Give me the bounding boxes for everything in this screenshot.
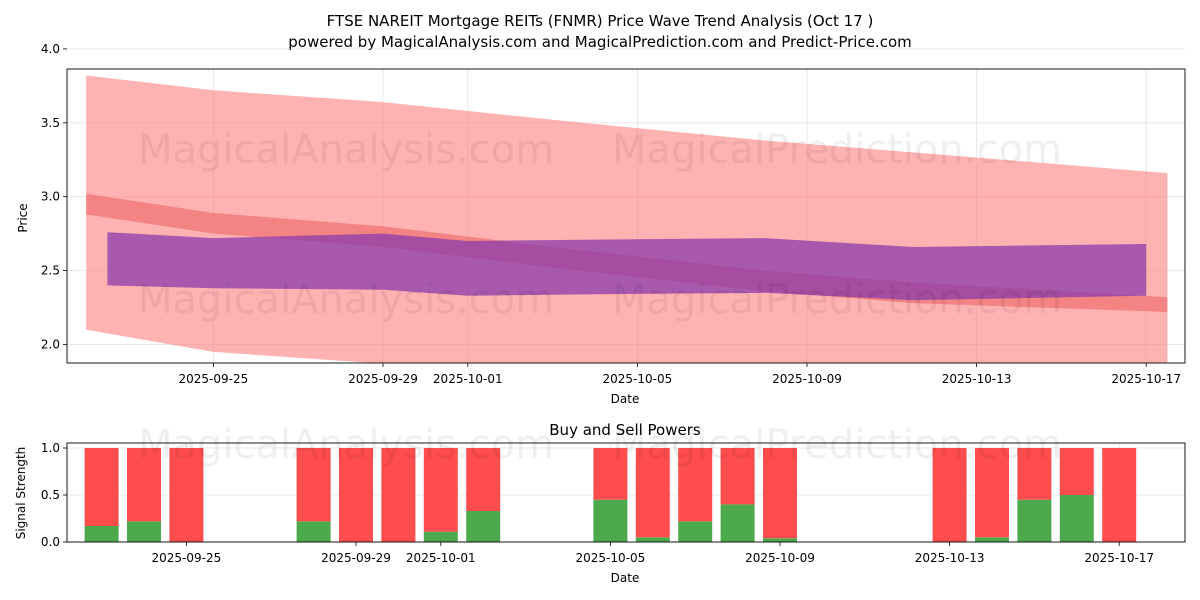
buy-bar bbox=[84, 526, 119, 542]
price-x-tick-label: 2025-10-17 bbox=[1111, 372, 1181, 386]
buy-sell-y-tick-label: 1.0 bbox=[41, 441, 60, 455]
price-x-tick-label: 2025-10-05 bbox=[603, 372, 673, 386]
buy-bar bbox=[975, 537, 1009, 542]
buy-bar bbox=[466, 510, 501, 542]
price-x-tick-label: 2025-10-01 bbox=[433, 372, 503, 386]
buy-sell-title: Buy and Sell Powers bbox=[549, 421, 701, 439]
price-y-tick-label: 2.0 bbox=[41, 338, 60, 352]
price-y-tick-label: 2.5 bbox=[41, 264, 60, 278]
price-y-tick-label: 3.5 bbox=[41, 116, 60, 130]
buy-sell-bars bbox=[84, 448, 1137, 542]
buy-bar bbox=[720, 504, 755, 542]
sell-bar bbox=[635, 448, 670, 538]
buy-sell-plot: 0.0 0.5 1.0 2025-09-25 2025-09-29 2025-10-01 2… bbox=[41, 441, 1186, 565]
price-plot: 2.02.53.03.54.04.55.05.52025-09-252025-0… bbox=[41, 42, 1186, 386]
price-x-tick-label: 2025-09-25 bbox=[179, 372, 249, 386]
buy-sell-x-axis-label: Date bbox=[611, 571, 640, 585]
sell-bar bbox=[423, 448, 458, 532]
buy-sell-plot-frame bbox=[66, 442, 1186, 543]
chart-subtitle: powered by MagicalAnalysis.com and Magic… bbox=[288, 33, 912, 51]
buy-bar bbox=[296, 521, 331, 542]
buy-bar bbox=[593, 499, 628, 542]
price-x-axis-label: Date bbox=[611, 392, 640, 406]
price-bands bbox=[86, 75, 1168, 363]
buy-sell-x-tick-label: 2025-09-29 bbox=[321, 551, 391, 565]
buy-sell-x-tick-label: 2025-10-09 bbox=[745, 551, 815, 565]
sell-bar bbox=[1102, 448, 1137, 542]
watermark-analysis-bottom: MagicalAnalysis.com bbox=[138, 422, 554, 468]
sell-bar bbox=[932, 448, 967, 542]
buy-bar bbox=[423, 531, 458, 542]
price-x-tick-label: 2025-09-29 bbox=[348, 372, 418, 386]
buy-sell-y-axis-label: Signal Strength bbox=[14, 447, 28, 540]
buy-sell-x-tick-label: 2025-10-17 bbox=[1084, 551, 1154, 565]
sell-bar bbox=[720, 448, 755, 505]
sell-bar bbox=[975, 448, 1009, 538]
sell-bar bbox=[593, 448, 628, 500]
buy-bar bbox=[678, 521, 713, 542]
sell-bar bbox=[296, 448, 331, 522]
sell-bar bbox=[466, 448, 501, 511]
price-x-tick-label: 2025-10-13 bbox=[942, 372, 1012, 386]
watermark-prediction-mid: MagicalPrediction.com bbox=[612, 277, 1062, 323]
buy-sell-x-tick-label: 2025-10-05 bbox=[576, 551, 646, 565]
watermark-analysis-mid: MagicalAnalysis.com bbox=[138, 277, 554, 323]
buy-bar bbox=[635, 537, 670, 542]
buy-sell-x-tick-label: 2025-10-13 bbox=[915, 551, 985, 565]
sell-bar bbox=[127, 448, 161, 522]
buy-bar bbox=[1017, 499, 1052, 542]
price-y-axis-label: Price bbox=[16, 203, 30, 232]
sell-bar bbox=[339, 448, 373, 542]
price-x-tick-label: 2025-10-09 bbox=[772, 372, 842, 386]
buy-bar bbox=[763, 538, 797, 542]
price-y-tick-label: 4.0 bbox=[41, 42, 60, 56]
watermark-prediction-bottom: MagicalPrediction.com bbox=[612, 422, 1062, 468]
watermark-analysis-top: MagicalAnalysis.com bbox=[138, 127, 554, 173]
chart-title: FTSE NAREIT Mortgage REITs (FNMR) Price … bbox=[327, 12, 874, 30]
price-plot-frame bbox=[66, 68, 1186, 364]
buy-sell-x-tick-label: 2025-09-25 bbox=[152, 551, 222, 565]
sell-bar bbox=[1059, 448, 1094, 495]
buy-bar bbox=[127, 521, 161, 542]
sell-bar bbox=[763, 448, 797, 539]
sell-bar bbox=[678, 448, 713, 522]
sell-bar bbox=[1017, 448, 1052, 500]
buy-sell-y-tick-label: 0.0 bbox=[41, 535, 60, 549]
watermark-prediction-top: MagicalPrediction.com bbox=[612, 127, 1062, 173]
sell-bar bbox=[169, 448, 204, 542]
buy-bar bbox=[1059, 495, 1094, 542]
sell-bar bbox=[84, 448, 119, 527]
buy-sell-x-tick-label: 2025-10-01 bbox=[406, 551, 476, 565]
sell-bar bbox=[381, 448, 416, 542]
price-y-tick-label: 3.0 bbox=[41, 190, 60, 204]
series-wave bbox=[107, 232, 1147, 301]
buy-sell-y-tick-label: 0.5 bbox=[41, 488, 60, 502]
